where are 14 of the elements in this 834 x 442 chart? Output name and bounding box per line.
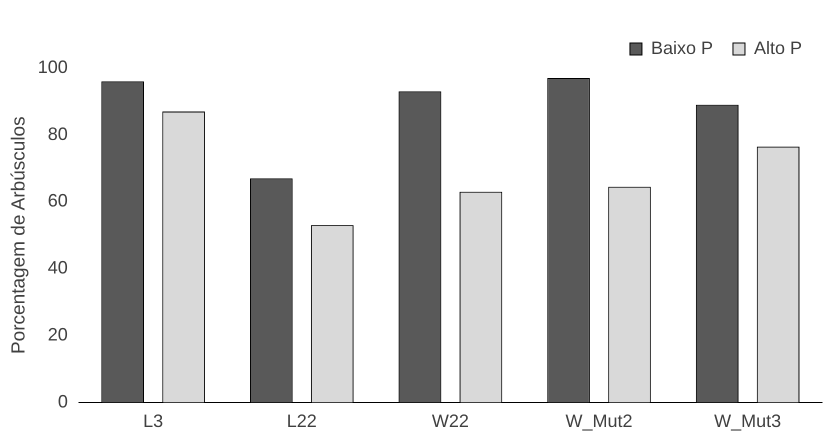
x-tick-label: L22 (286, 411, 317, 432)
legend-label: Alto P (754, 38, 802, 58)
y-tick-label: 60 (48, 190, 68, 211)
x-tick-label: W22 (432, 411, 469, 432)
y-tick-label: 40 (48, 258, 68, 278)
x-tick-label: W_Mut2 (566, 411, 633, 432)
y-tick-label: 100 (38, 56, 68, 77)
y-tick-label: 80 (48, 124, 68, 144)
x-tick-label: W_Mut3 (714, 411, 782, 432)
y-axis-title: Porcentagem de Arbúsculos (8, 116, 30, 354)
legend-label: Baixo P (650, 38, 713, 58)
x-tick-label: L3 (143, 411, 164, 432)
y-tick-label: 0 (58, 391, 68, 412)
y-tick-label: 20 (48, 324, 68, 344)
